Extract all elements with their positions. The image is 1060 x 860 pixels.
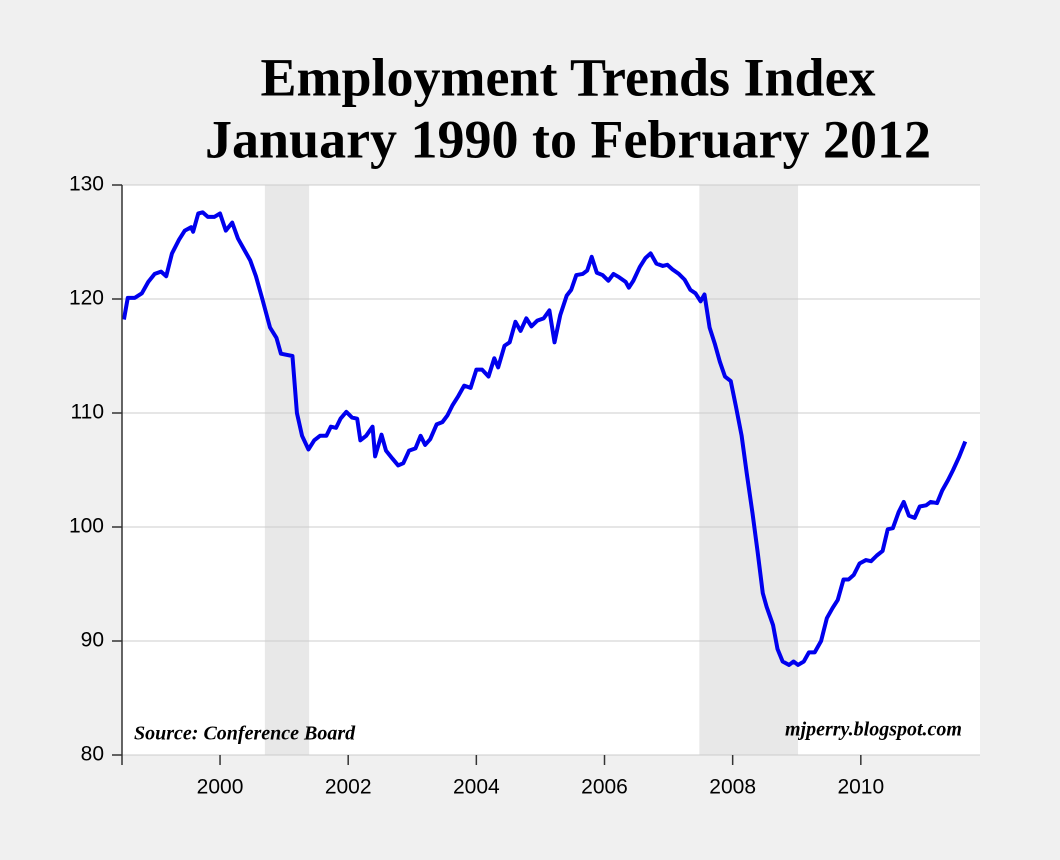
y-tick-label: 80 xyxy=(81,743,104,766)
y-tick-label: 130 xyxy=(69,173,104,196)
x-tick-label: 2004 xyxy=(453,776,500,799)
chart-subtitle: January 1990 to February 2012 xyxy=(205,109,931,169)
x-tick-label: 2000 xyxy=(197,776,244,799)
y-tick-label: 100 xyxy=(69,515,104,538)
data-line xyxy=(121,210,968,667)
x-tick-label: 2002 xyxy=(325,776,372,799)
recession-band xyxy=(699,185,799,755)
chart-title: Employment Trends Index xyxy=(260,47,875,107)
x-tick-label: 2006 xyxy=(581,776,628,799)
plot-area xyxy=(122,185,980,755)
y-tick-label: 90 xyxy=(81,629,104,652)
x-tick-label: 2008 xyxy=(709,776,756,799)
y-tick-label: 110 xyxy=(71,401,104,424)
credit-note: mjperry.blogspot.com xyxy=(785,719,962,741)
recession-band xyxy=(264,185,310,755)
source-note: Source: Conference Board xyxy=(134,723,356,745)
x-tick-label: 2010 xyxy=(837,776,884,799)
y-tick-label: 120 xyxy=(69,287,104,310)
